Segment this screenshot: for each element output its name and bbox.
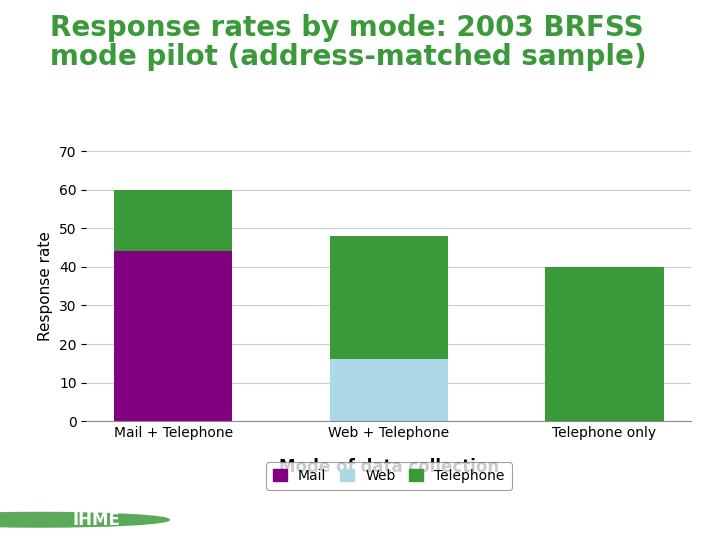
Bar: [330, 236, 448, 360]
Text: IHME: IHME: [72, 511, 120, 529]
Text: mode pilot (address-matched sample): mode pilot (address-matched sample): [50, 43, 647, 71]
Text: Mode of data collection: Mode of data collection: [279, 458, 499, 476]
Text: Response rates by mode: 2003 BRFSS: Response rates by mode: 2003 BRFSS: [50, 14, 644, 42]
Circle shape: [0, 508, 256, 532]
Bar: [545, 267, 664, 421]
Bar: [114, 190, 233, 252]
Bar: [114, 252, 233, 421]
Y-axis label: Response rate: Response rate: [38, 231, 53, 341]
Circle shape: [0, 512, 169, 527]
Legend: Mail, Web, Telephone: Mail, Web, Telephone: [266, 462, 512, 490]
Bar: [330, 360, 448, 421]
